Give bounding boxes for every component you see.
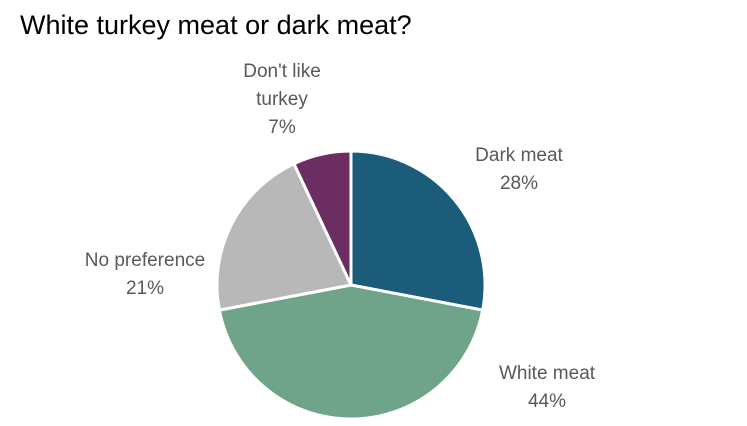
slice-label: Don't like turkey 7% [227, 58, 337, 142]
pie-slice [217, 283, 485, 421]
pie-slice [291, 149, 353, 286]
slice-label: Dark meat 28% [475, 142, 563, 198]
slice-value-label: 21% [125, 278, 165, 299]
slice-category-label: White meat [498, 363, 596, 384]
slice-value-label: 28% [499, 173, 539, 194]
slice-value-label: 44% [527, 391, 567, 412]
slice-category-label: Don't like turkey [243, 61, 321, 110]
pie-slice [215, 161, 354, 312]
slice-value-label: 7% [268, 117, 296, 138]
slice-label: White meat 44% [499, 360, 595, 416]
slice-category-label: Dark meat [475, 145, 563, 166]
slice-label: No preference 21% [85, 247, 205, 303]
slice-category-label: No preference [84, 250, 206, 271]
chart-title: White turkey meat or dark meat? [20, 10, 412, 40]
pie-slice [349, 149, 487, 312]
